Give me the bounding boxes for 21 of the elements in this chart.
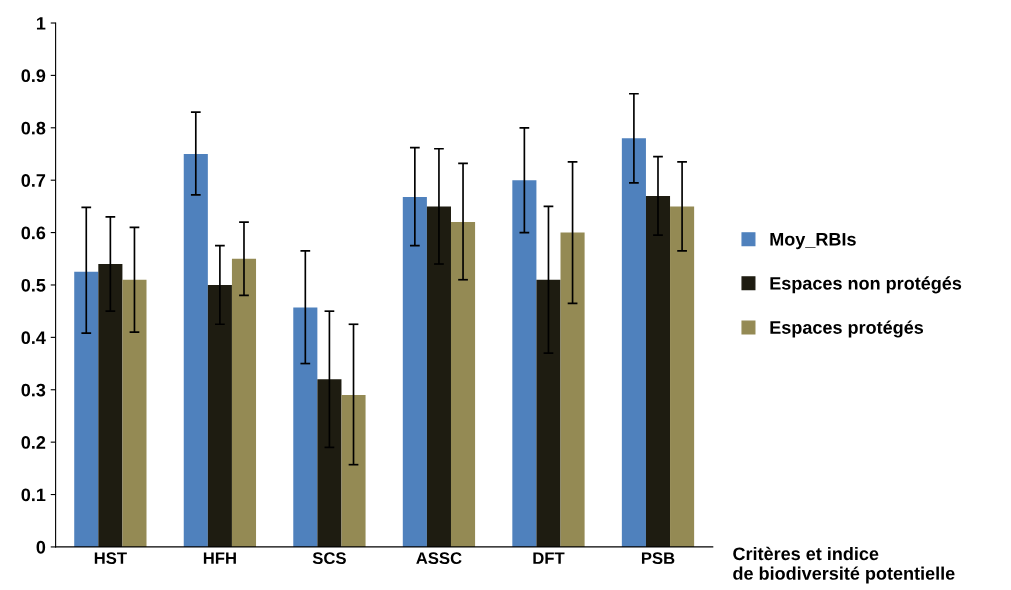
legend-label: Espaces protégés — [770, 320, 924, 338]
y-tick-label: 0.6 — [21, 226, 46, 240]
y-tick-label: 0.4 — [21, 331, 46, 345]
y-tick-label: 0.7 — [21, 174, 46, 187]
y-tick-label: 0.8 — [21, 121, 46, 135]
y-tick-label: 0 — [36, 540, 46, 554]
y-tick-label: 0.9 — [21, 69, 46, 83]
x-tick-label: HST — [94, 552, 127, 565]
y-tick-label: 0.2 — [21, 436, 46, 449]
y-tick-label: 0.1 — [21, 488, 46, 502]
x-axis-title: Critères et indice de biodiversité potentielle — [733, 546, 955, 584]
x-tick-label: SCS — [312, 552, 346, 565]
y-tick-label: 0.3 — [21, 383, 46, 397]
legend-label: Moy_RBIs — [770, 233, 856, 250]
x-tick-label: DFT — [533, 552, 565, 564]
y-tick-label: 1 — [36, 17, 46, 30]
x-tick-label: HFH — [203, 552, 236, 564]
y-tick-label: 0.5 — [21, 278, 46, 292]
x-tick-label: PSB — [641, 552, 675, 565]
legend-label: Espaces non protégés — [770, 276, 962, 294]
x-tick-label: ASSC — [416, 552, 462, 565]
